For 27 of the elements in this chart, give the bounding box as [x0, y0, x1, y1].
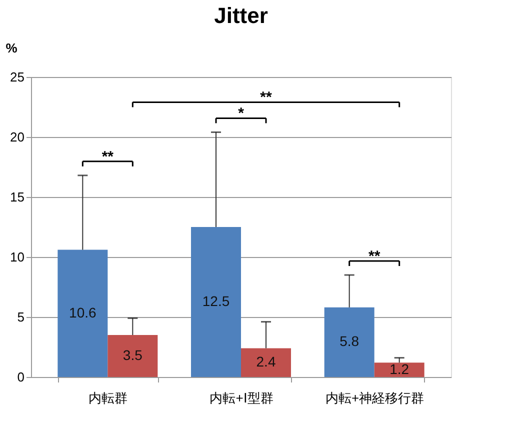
annotation: **: [102, 148, 114, 166]
annotation: **: [368, 248, 380, 265]
bar: [191, 227, 241, 377]
chart-title: Jitter: [214, 3, 268, 28]
data-label: 3.5: [122, 347, 143, 363]
data-label: 10.6: [69, 304, 97, 320]
annotation: *: [238, 105, 244, 122]
x-tick-label: 内転群: [88, 390, 128, 406]
x-tick-label: 内転+Ⅰ型群: [210, 390, 274, 406]
y-axis-title: %: [6, 40, 18, 56]
data-label: 5.8: [340, 333, 360, 350]
bar: [108, 335, 158, 377]
x-tick-label: 内転+神経移行群: [326, 390, 424, 406]
bar: [241, 348, 291, 377]
annotation: **: [260, 89, 272, 106]
y-tick-label: 20: [10, 130, 24, 144]
bar: [374, 362, 424, 377]
y-tick-label: 0: [17, 370, 24, 384]
y-tick-label: 5: [17, 310, 24, 324]
y-tick-label: 10: [10, 250, 24, 264]
data-label: 2.4: [256, 354, 276, 370]
data-label: 1.2: [390, 360, 410, 377]
y-tick-label: 25: [10, 70, 24, 84]
data-label: 12.5: [202, 293, 230, 309]
bar: [324, 307, 374, 377]
y-tick-label: 15: [10, 190, 24, 204]
bar: [58, 250, 108, 377]
